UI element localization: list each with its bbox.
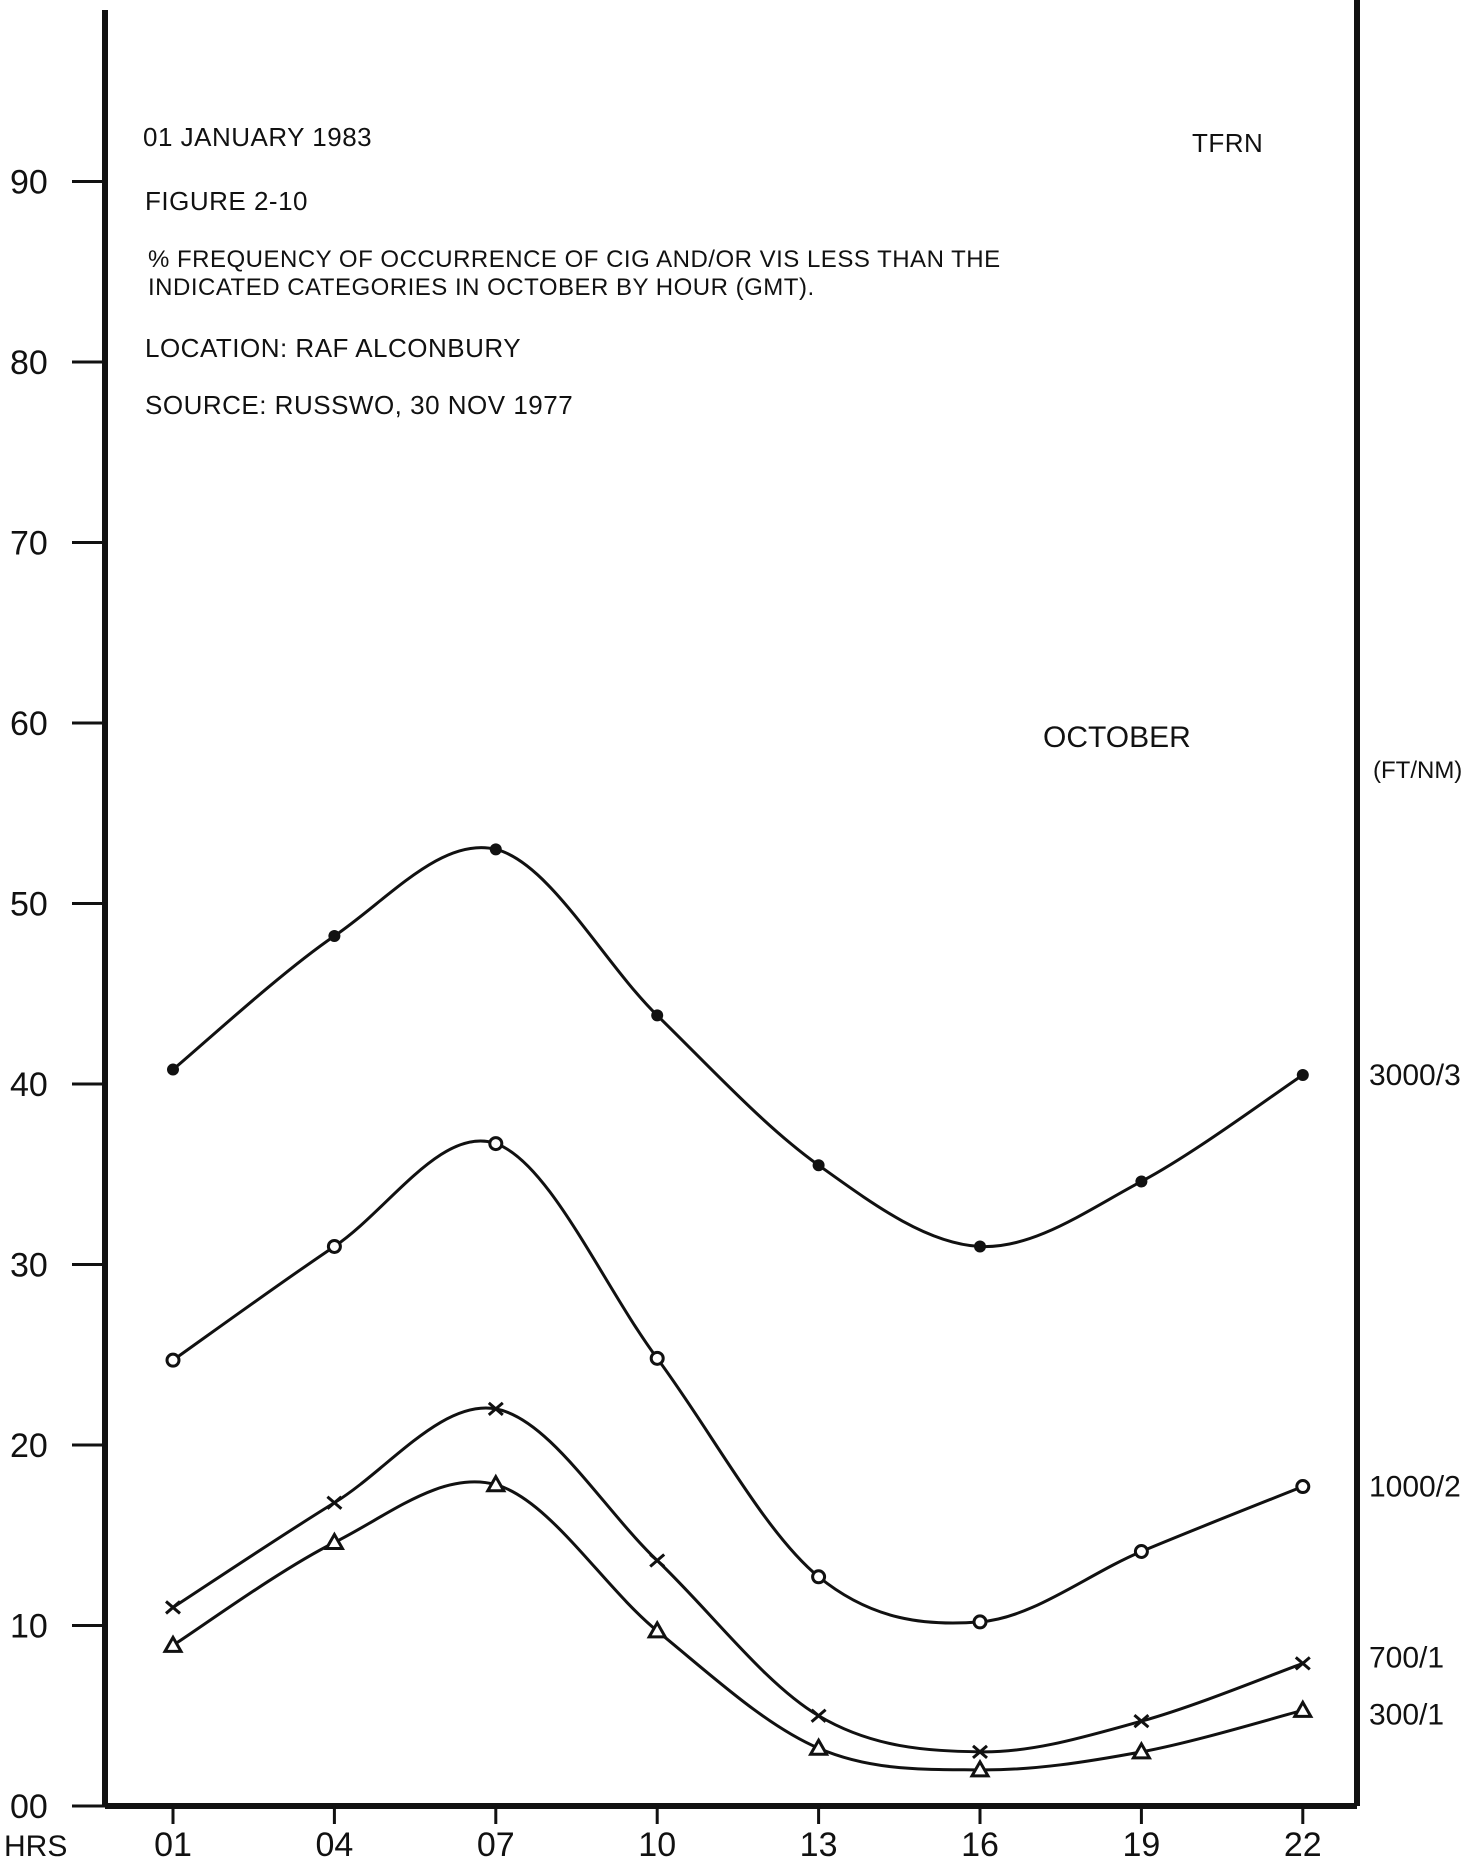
x-tick-label: 04 <box>315 1826 353 1864</box>
y-tick-label: 40 <box>10 1066 48 1104</box>
data-point-3000/3 <box>167 1063 179 1076</box>
x-tick-label: 01 <box>154 1826 192 1864</box>
data-point-1000/2 <box>488 1136 504 1152</box>
series-label-700/1: 700/1 <box>1369 1641 1444 1674</box>
series-line-300/1 <box>172 1480 1304 1772</box>
x-axis: 01 04 07 10 13 16 19 22 <box>154 1806 1322 1864</box>
data-point-300/1 <box>1130 1740 1152 1760</box>
y-tick-label: 70 <box>10 525 48 563</box>
series-label-1000/2: 1000/2 <box>1369 1471 1461 1504</box>
y-tick-label: 00 <box>10 1788 48 1826</box>
y-tick-label: 90 <box>10 164 48 202</box>
series-labels: 3000/3 1000/2 700/1 300/1 <box>1369 1059 1461 1731</box>
figure-number: FIGURE 2-10 <box>145 186 308 216</box>
data-point-1000/2 <box>165 1352 181 1368</box>
data-point-1000/2 <box>1295 1479 1311 1495</box>
data-point-3000/3 <box>812 1159 825 1172</box>
y-axis: 00 10 20 30 40 50 60 70 80 90 <box>10 164 105 1826</box>
series-label-3000/3: 3000/3 <box>1369 1059 1461 1092</box>
series-line-1000/2 <box>172 1139 1304 1625</box>
data-point-3000/3 <box>974 1240 986 1253</box>
series-line-700/1 <box>172 1406 1304 1754</box>
series-line-3000/3 <box>172 846 1304 1248</box>
y-tick-label: 50 <box>10 886 48 924</box>
series-group <box>162 843 1314 1778</box>
y-tick-label: 80 <box>10 344 48 382</box>
data-point-1000/2 <box>649 1350 665 1366</box>
x-tick-label: 16 <box>961 1826 999 1864</box>
y-tick-label: 20 <box>10 1427 48 1465</box>
y-tick-label: 10 <box>10 1608 48 1646</box>
data-point-1000/2 <box>972 1614 988 1630</box>
data-point-3000/3 <box>1135 1175 1148 1188</box>
header-code: TFRN <box>1192 128 1264 158</box>
data-point-3000/3 <box>651 1009 664 1022</box>
series-label-300/1: 300/1 <box>1369 1698 1444 1731</box>
data-point-700/1 <box>165 1600 181 1615</box>
data-point-700/1 <box>326 1495 343 1510</box>
x-tick-label: 07 <box>477 1826 515 1864</box>
x-tick-label: 10 <box>638 1826 676 1864</box>
chart-title: OCTOBER <box>1043 721 1191 754</box>
data-point-300/1 <box>162 1634 184 1653</box>
figure-title-line-1: % FREQUENCY OF OCCURRENCE OF CIG AND/OR … <box>148 246 1001 273</box>
x-tick-label: 13 <box>800 1826 838 1864</box>
x-tick-label: 19 <box>1122 1826 1160 1864</box>
data-point-300/1 <box>969 1758 991 1778</box>
data-point-300/1 <box>323 1531 345 1550</box>
data-point-700/1 <box>972 1744 988 1759</box>
data-point-3000/3 <box>328 929 341 942</box>
y-tick-label: 60 <box>10 705 48 743</box>
data-point-1000/2 <box>811 1569 827 1585</box>
x-axis-label: HRS <box>4 1830 67 1863</box>
data-point-700/1 <box>810 1708 827 1723</box>
figure-title-line-2: INDICATED CATEGORIES IN OCTOBER BY HOUR … <box>148 274 815 301</box>
data-point-700/1 <box>649 1553 666 1568</box>
data-point-700/1 <box>487 1401 504 1417</box>
header-date: 01 JANUARY 1983 <box>143 122 373 152</box>
data-point-1000/2 <box>326 1238 342 1254</box>
data-point-700/1 <box>1133 1714 1150 1729</box>
data-point-700/1 <box>1294 1656 1311 1671</box>
y-tick-label: 30 <box>10 1247 48 1285</box>
location-label: LOCATION: RAF ALCONBURY <box>145 333 522 363</box>
data-point-1000/2 <box>1133 1543 1149 1559</box>
x-tick-label: 22 <box>1284 1826 1322 1864</box>
data-point-300/1 <box>808 1737 830 1756</box>
data-point-3000/3 <box>489 843 502 856</box>
data-point-300/1 <box>646 1619 668 1639</box>
source-label: SOURCE: RUSSWO, 30 NOV 1977 <box>145 390 574 420</box>
data-point-300/1 <box>1292 1699 1314 1718</box>
right-axis-label: (FT/NM) <box>1373 757 1462 784</box>
data-point-3000/3 <box>1296 1068 1309 1081</box>
data-point-300/1 <box>485 1473 507 1493</box>
